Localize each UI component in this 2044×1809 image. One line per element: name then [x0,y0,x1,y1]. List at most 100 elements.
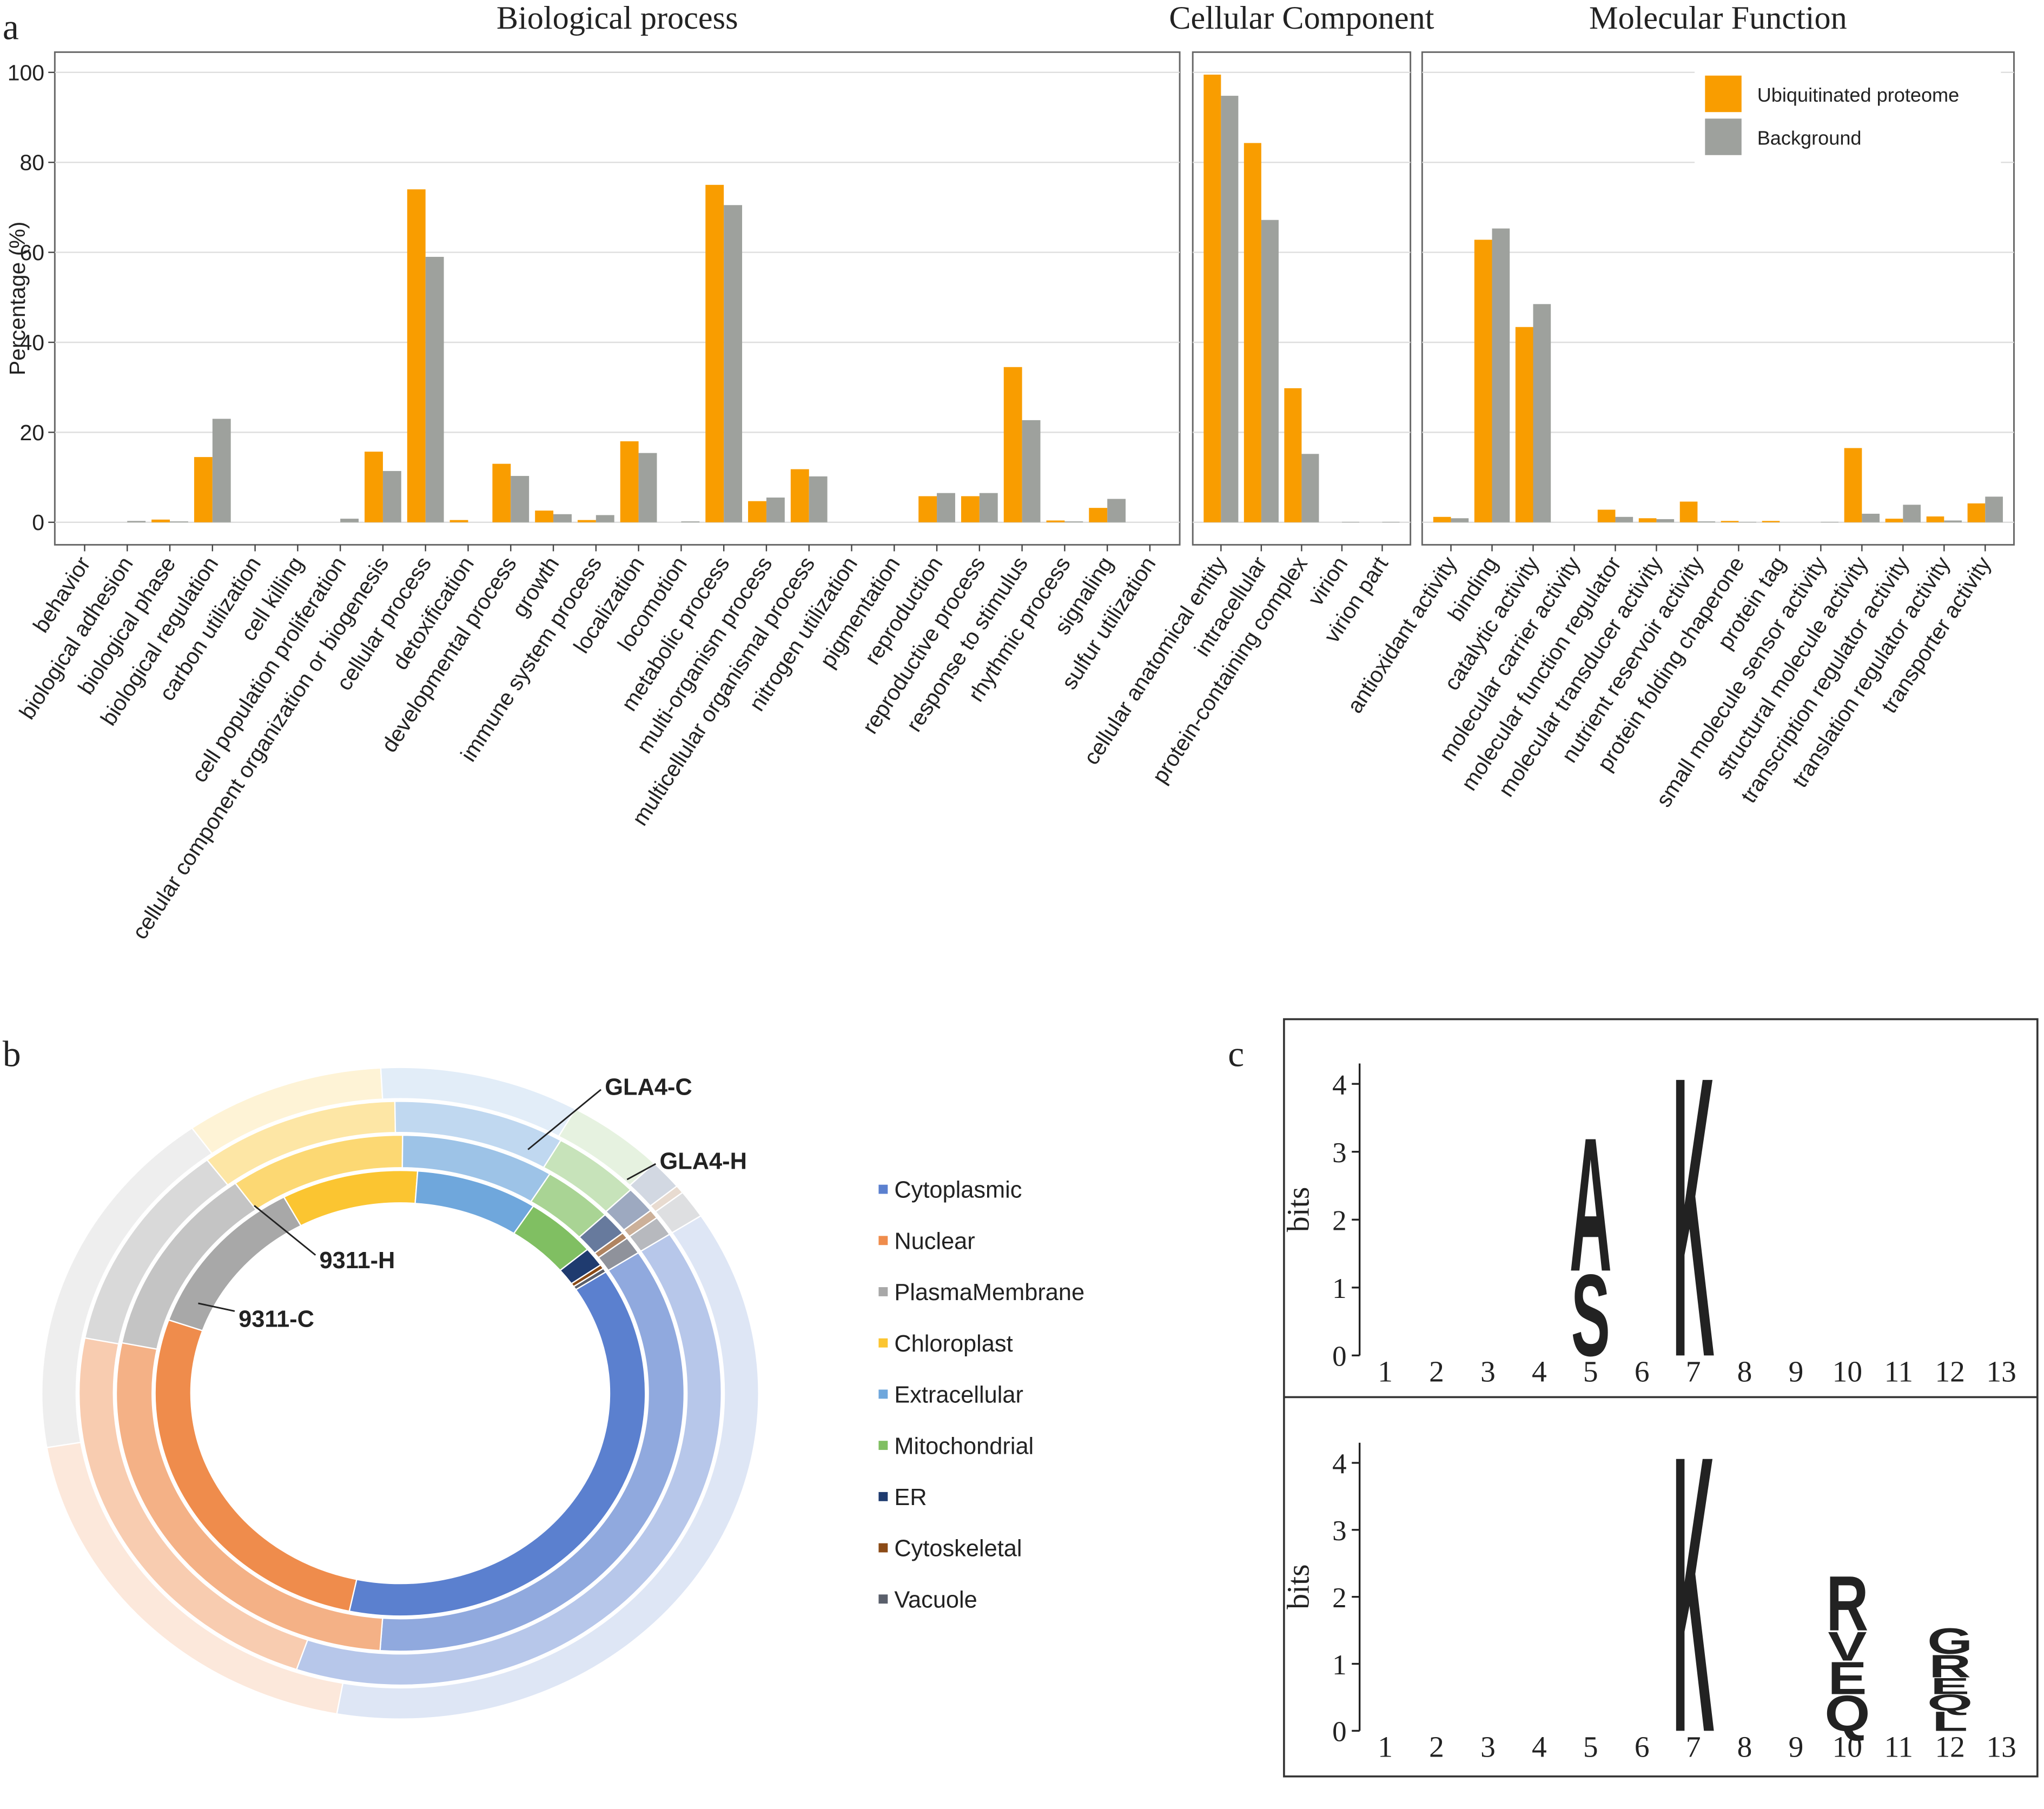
bar [1656,519,1675,522]
x-tick-label: 13 [1986,1355,2016,1388]
x-tick-label: 8 [1737,1355,1752,1388]
ring-label: 9311-C [239,1306,314,1332]
y-tick-label: 20 [19,420,44,445]
bar [449,520,468,522]
bar [194,457,213,522]
bar [407,189,426,522]
x-tick-label: 5 [1583,1731,1598,1764]
bar [1451,518,1469,522]
donut-segment [574,1268,606,1289]
logo-letter: K [1672,1373,1715,1809]
legend-swatch [878,1236,888,1245]
bar [127,521,146,522]
donut [42,1068,758,1719]
x-tick-label: 9 [1789,1731,1804,1764]
legend-label: PlasmaMembrane [894,1280,1084,1306]
x-tick-label: 5 [1583,1355,1598,1388]
logo-letter: Q [1927,1690,1973,1715]
bar [1284,388,1302,522]
bar [1433,516,1451,522]
y-tick-label: 2 [1332,1582,1347,1614]
bar [1243,143,1261,522]
x-tick-label: 4 [1532,1355,1547,1388]
y-tick-label: 4 [1332,1448,1347,1480]
legend-swatch [878,1492,888,1501]
legend-swatch [878,1543,888,1553]
y-axis-label: bits [1281,1187,1316,1232]
y-axis-label: bits [1281,1564,1316,1609]
bar [1885,519,1903,522]
bar [638,453,657,522]
bar [1697,521,1716,522]
bar [1762,521,1780,522]
bar [620,441,639,522]
ring-label: GLA4-H [660,1149,747,1175]
bar [511,476,530,522]
logo-letter: L [1932,1706,1968,1737]
y-tick-label: 0 [1332,1717,1347,1748]
bar [918,496,937,522]
logo-letter: R [1929,1648,1971,1684]
facet-title: Cellular Component [1169,0,1434,36]
logo-letter: E [1930,1674,1969,1699]
legend-label: Ubiquitinated proteome [1757,84,1960,106]
panel-label: b [3,1033,21,1074]
bar [1492,228,1510,522]
bar [170,521,188,522]
x-tick-label: 2 [1429,1731,1444,1764]
bar [1203,74,1221,522]
leader-line [254,1205,316,1256]
y-tick-label: 1 [1332,1273,1347,1304]
panel-label: c [1228,1033,1244,1074]
bar [809,476,828,522]
bar [577,520,596,522]
logo-letter: S [1571,1251,1610,1381]
bar [724,205,743,522]
x-tick-label: 11 [1884,1355,1913,1388]
bar [1679,501,1698,522]
y-tick-label: 80 [19,150,44,175]
bar [365,452,383,522]
legend-label: Nuclear [894,1228,975,1254]
bar [1046,520,1065,522]
legend-swatch [1705,75,1742,112]
donut-segment [337,1216,759,1719]
bar [1944,520,1962,522]
y-tick-label: 3 [1332,1515,1347,1547]
legend-label: Mitochondrial [894,1433,1034,1459]
bar [1221,96,1239,522]
bar [1615,516,1633,522]
legend-label: Extracellular [894,1382,1023,1408]
bar [553,514,572,522]
bar [1107,499,1126,522]
donut-segment [598,1238,638,1270]
plot-frame [54,51,1181,546]
bar [1003,367,1022,522]
legend-swatch [878,1389,888,1399]
bar [1721,521,1739,522]
bar [681,521,700,522]
bar [425,256,444,522]
bar [1926,516,1944,522]
x-tick-label: 6 [1635,1731,1650,1764]
bar [705,184,724,522]
legend-box [1695,62,2001,175]
legend-swatch [1705,118,1742,155]
x-tick-label: 9 [1789,1355,1804,1388]
x-tick-label: 1 [1378,1731,1393,1764]
bar [748,501,766,522]
facet-title: Molecular Function [1589,0,1847,36]
legend-swatch [878,1338,888,1348]
bar [1533,304,1551,522]
logo-letter: E [1828,1652,1867,1704]
y-tick-label: 3 [1332,1137,1347,1169]
ring-label: 9311-H [320,1248,395,1274]
bar [1967,503,1986,522]
bar [790,469,809,522]
y-tick-label: 100 [8,60,44,85]
x-tick-label: 3 [1480,1355,1496,1388]
bar [596,515,614,522]
y-tick-label: 60 [19,240,44,265]
